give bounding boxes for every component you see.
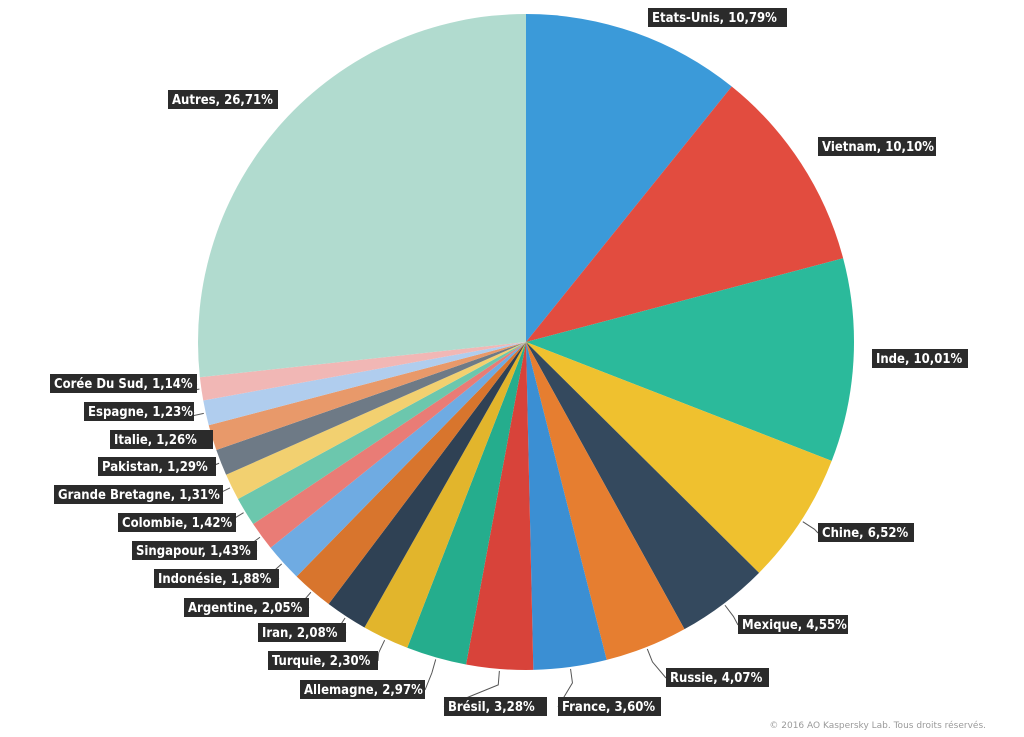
pie-slice — [407, 342, 526, 665]
slice-label-background — [84, 402, 194, 421]
slice-label-background — [50, 374, 197, 393]
leader-line — [802, 521, 819, 534]
pie-slice — [526, 14, 732, 342]
slice-label-background — [110, 430, 213, 449]
slice-label: Pakistan, 1,29% — [102, 460, 208, 475]
slice-label-background — [132, 541, 257, 560]
pie-slice — [526, 342, 760, 630]
pie-slice — [328, 342, 526, 628]
slice-label: Etats-Unis, 10,79% — [652, 11, 777, 26]
pie-slice — [270, 342, 526, 577]
slice-label-background — [818, 523, 914, 542]
slice-label: France, 3,60% — [562, 700, 655, 715]
slice-label: Corée Du Sud, 1,14% — [54, 377, 193, 392]
slice-label: Colombie, 1,42% — [122, 516, 233, 531]
slice-label: Grande Bretagne, 1,31% — [58, 488, 220, 503]
slice-labels: Etats-Unis, 10,79% Vietnam, 10,10% Inde, 1… — [50, 8, 968, 716]
slice-label-background — [98, 457, 216, 476]
slice-label-background — [872, 349, 968, 368]
slice-label: Iran, 2,08% — [262, 626, 338, 641]
pie-slice — [296, 342, 526, 604]
slice-label: Indonésie, 1,88% — [158, 572, 272, 587]
leader-line — [646, 648, 667, 679]
slice-label: Vietnam, 10,10% — [822, 140, 934, 155]
slice-label-background — [54, 485, 223, 504]
slice-label-background — [666, 668, 769, 687]
pie-slice — [216, 342, 526, 475]
slice-label-background — [118, 513, 236, 532]
pie-slice — [526, 342, 607, 670]
slice-label: Espagne, 1,23% — [88, 405, 193, 420]
slice-label: Allemagne, 2,97% — [304, 683, 423, 698]
slice-label: Inde, 10,01% — [876, 352, 962, 367]
slice-label-background — [168, 90, 278, 109]
copyright-notice: © 2016 AO Kaspersky Lab. Tous droits rés… — [769, 721, 986, 731]
pie-slice — [526, 342, 685, 660]
slice-label: Autres, 26,71% — [172, 93, 273, 108]
slice-label-background — [154, 569, 279, 588]
slice-label: Italie, 1,26% — [114, 433, 197, 448]
pie-slice — [526, 342, 832, 573]
slice-label-background — [818, 137, 936, 156]
slice-label-background — [300, 680, 425, 699]
pie-slice — [253, 342, 527, 548]
slice-label-background — [268, 651, 378, 670]
slice-label: Russie, 4,07% — [670, 671, 763, 686]
pie-slice — [238, 342, 526, 525]
slice-label-background — [184, 598, 309, 617]
pie-slices — [197, 14, 854, 671]
slice-label: Mexique, 4,55% — [742, 618, 847, 633]
slice-label-background — [258, 623, 346, 642]
leader-line — [424, 659, 437, 691]
pie-slice — [203, 342, 526, 426]
slice-label-background — [648, 8, 787, 27]
slice-label-background — [558, 697, 661, 716]
pie-slice — [199, 342, 526, 401]
slice-label: Chine, 6,52% — [822, 526, 909, 541]
pie-slice — [197, 14, 526, 378]
slice-label-background — [444, 697, 547, 716]
pie-slice — [526, 86, 844, 342]
slice-label: Argentine, 2,05% — [188, 601, 303, 616]
slice-label: Singapour, 1,43% — [136, 544, 251, 559]
pie-slice — [526, 258, 854, 461]
slice-label: Turquie, 2,30% — [272, 654, 371, 669]
pie-slice — [226, 342, 527, 499]
pie-slice — [466, 342, 534, 671]
pie-slice — [364, 342, 526, 648]
slice-label: Brésil, 3,28% — [448, 700, 535, 715]
leader-line — [377, 639, 386, 662]
pie-slice — [208, 342, 526, 451]
leader-line — [724, 604, 739, 626]
slice-label-background — [738, 615, 848, 634]
